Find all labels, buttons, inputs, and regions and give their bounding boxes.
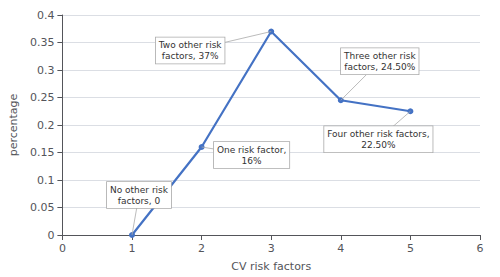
svg-text:0.2: 0.2	[37, 119, 55, 132]
svg-text:5: 5	[407, 242, 414, 255]
svg-text:0.15: 0.15	[30, 146, 55, 159]
svg-text:16%: 16%	[242, 156, 262, 166]
svg-text:22.50%: 22.50%	[361, 140, 396, 150]
svg-text:0: 0	[47, 229, 54, 242]
svg-text:6: 6	[477, 242, 484, 255]
svg-text:2: 2	[198, 242, 205, 255]
svg-text:factors, 37%: factors, 37%	[162, 51, 219, 61]
svg-text:0.05: 0.05	[30, 201, 55, 214]
svg-text:0: 0	[59, 242, 66, 255]
svg-text:0.35: 0.35	[30, 36, 55, 49]
svg-text:4: 4	[337, 242, 344, 255]
svg-text:One risk factor,: One risk factor,	[217, 145, 286, 155]
svg-text:factors, 0: factors, 0	[118, 196, 161, 206]
svg-text:No other risk: No other risk	[110, 185, 169, 195]
svg-text:0.3: 0.3	[37, 64, 55, 77]
svg-text:0.25: 0.25	[30, 91, 55, 104]
svg-text:Four other risk factors,: Four other risk factors,	[327, 129, 429, 139]
svg-text:0.4: 0.4	[37, 9, 55, 22]
svg-text:percentage: percentage	[7, 93, 20, 156]
svg-text:3: 3	[268, 242, 275, 255]
svg-text:1: 1	[128, 242, 135, 255]
svg-text:factors, 24.50%: factors, 24.50%	[344, 62, 416, 72]
svg-text:CV risk factors: CV risk factors	[231, 260, 311, 273]
svg-text:Two other risk: Two other risk	[158, 40, 222, 50]
svg-text:Three other risk: Three other risk	[343, 51, 416, 61]
svg-text:0.1: 0.1	[37, 174, 55, 187]
